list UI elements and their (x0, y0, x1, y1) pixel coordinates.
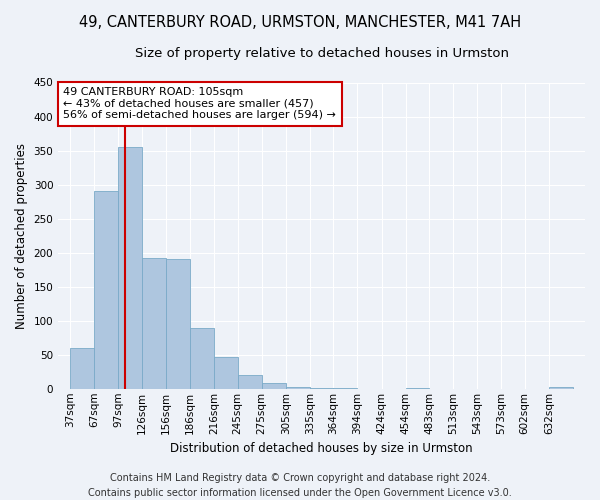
Bar (310, 388, 333, 389)
Bar (238, 375, 262, 389)
Bar (70, 348, 94, 389)
Bar (94, 192, 118, 389)
Text: 49 CANTERBURY ROAD: 105sqm
← 43% of detached houses are smaller (457)
56% of sem: 49 CANTERBURY ROAD: 105sqm ← 43% of deta… (64, 87, 337, 120)
Bar (214, 357, 238, 389)
Text: 49, CANTERBURY ROAD, URMSTON, MANCHESTER, M41 7AH: 49, CANTERBURY ROAD, URMSTON, MANCHESTER… (79, 15, 521, 30)
Text: Contains HM Land Registry data © Crown copyright and database right 2024.
Contai: Contains HM Land Registry data © Crown c… (88, 472, 512, 498)
Bar (190, 328, 214, 389)
Bar (118, 147, 142, 389)
X-axis label: Distribution of detached houses by size in Urmston: Distribution of detached houses by size … (170, 442, 473, 455)
Y-axis label: Number of detached properties: Number of detached properties (15, 142, 28, 328)
Title: Size of property relative to detached houses in Urmston: Size of property relative to detached ho… (134, 48, 509, 60)
Bar (406, 388, 429, 389)
Bar (262, 384, 286, 389)
Bar (166, 260, 190, 389)
Bar (333, 388, 358, 389)
Bar (142, 258, 166, 389)
Bar (549, 386, 573, 389)
Bar (286, 386, 310, 389)
